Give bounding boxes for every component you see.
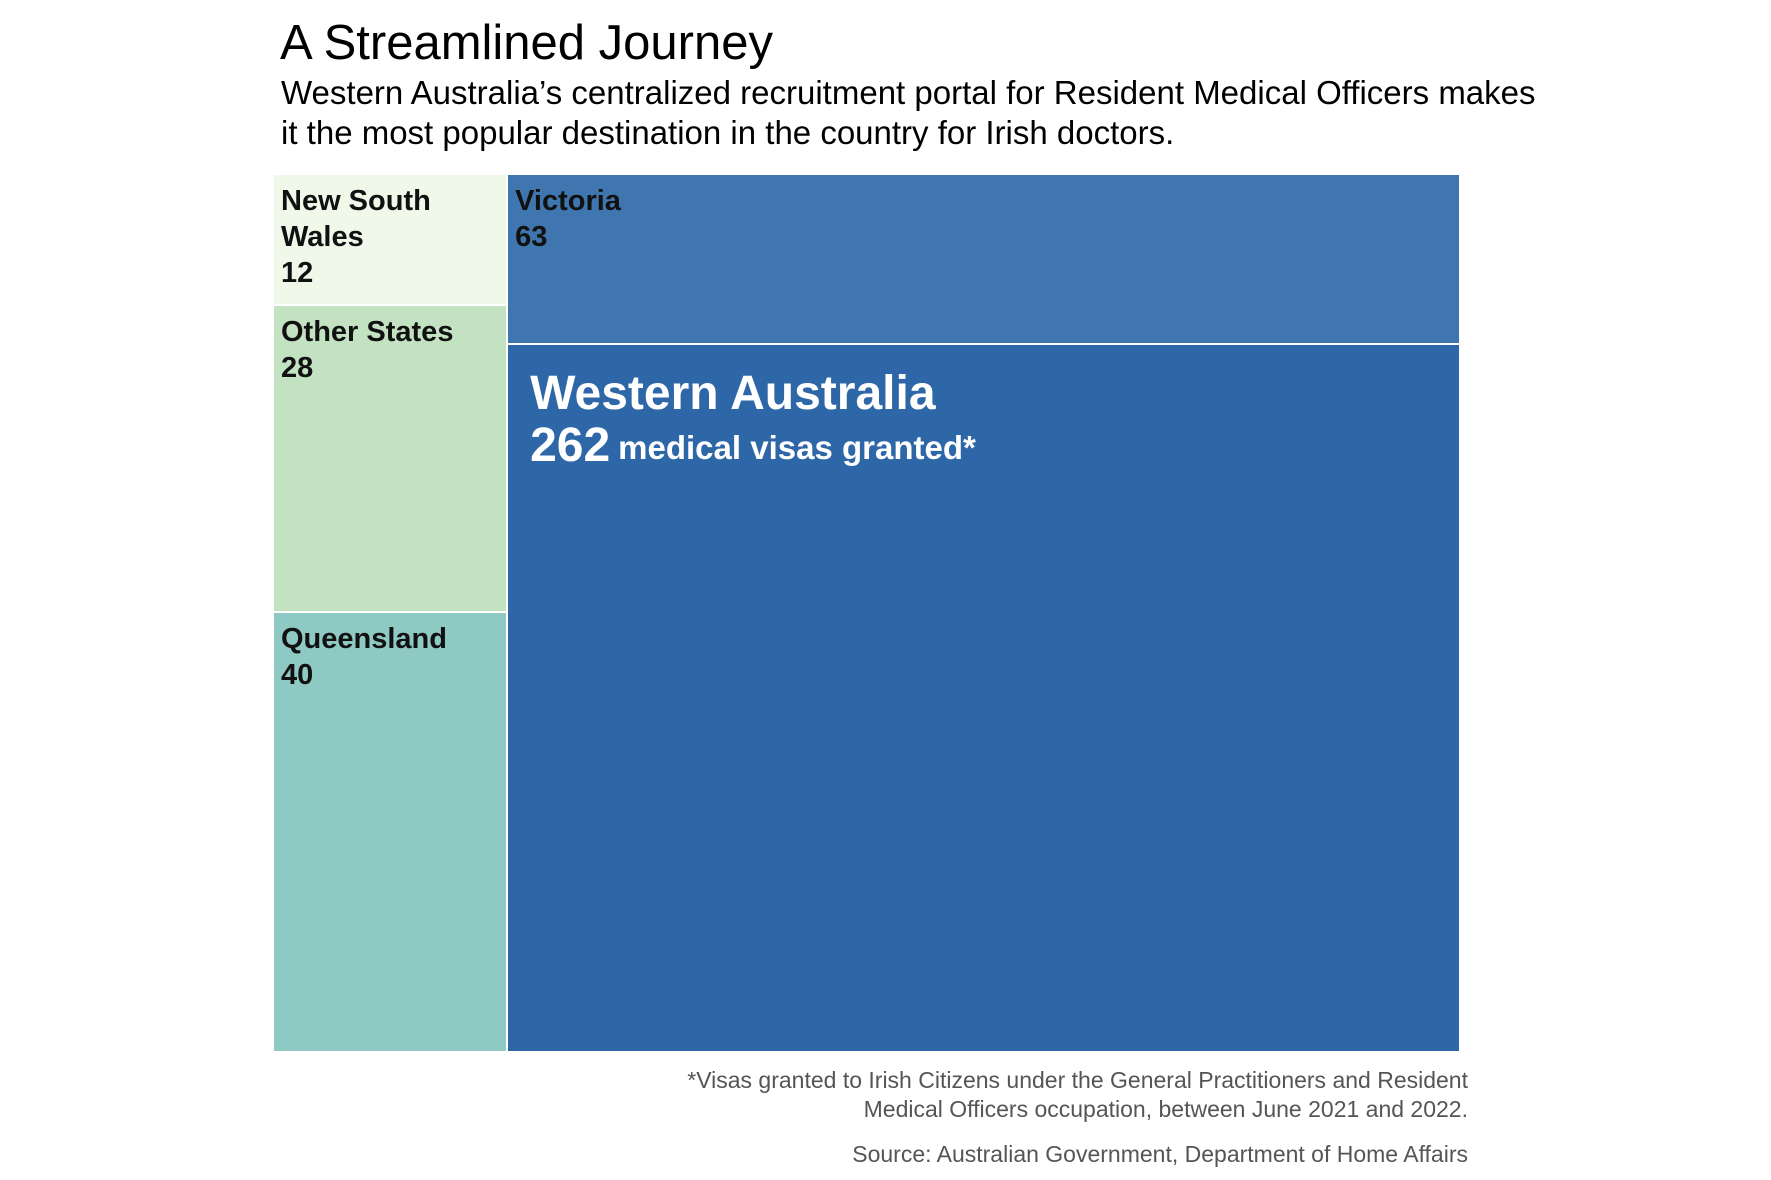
tile-value-unit-western-australia: medical visas granted* [618, 428, 976, 466]
tile-name-new-south-wales: New South Wales [281, 185, 431, 253]
tile-victoria: Victoria 63 [508, 175, 1459, 343]
tile-value-victoria: 63 [515, 221, 548, 253]
tile-label-western-australia: Western Australia 262 medical visas grant… [530, 367, 976, 473]
tile-name-victoria: Victoria [515, 185, 621, 217]
tile-value-number-western-australia: 262 [530, 418, 611, 472]
tile-value-queensland: 40 [281, 659, 314, 691]
tile-label-victoria: Victoria 63 [515, 183, 621, 255]
tile-other-states: Other States 28 [274, 306, 507, 611]
footnote: *Visas granted to Irish Citizens under t… [687, 1067, 1468, 1122]
tile-new-south-wales: New South Wales 12 [274, 175, 507, 305]
source-note: Source: Australian Government, Departmen… [852, 1141, 1468, 1167]
tile-label-new-south-wales: New South Wales 12 [281, 183, 461, 291]
tile-name-other-states: Other States [281, 316, 454, 349]
chart-subtitle: Western Australia’s centralized recruitm… [281, 74, 1536, 151]
tile-label-queensland: Queensland 40 [281, 621, 447, 693]
chart-title: A Streamlined Journey [280, 16, 773, 70]
tile-value-other-states: 28 [281, 352, 314, 385]
tile-name-western-australia: Western Australia [530, 366, 936, 420]
tile-western-australia: Western Australia 262 medical visas grant… [508, 344, 1459, 1051]
tile-value-new-south-wales: 12 [281, 257, 314, 289]
tile-label-other-states: Other States 28 [281, 314, 453, 386]
tile-name-queensland: Queensland [281, 623, 447, 655]
tile-queensland: Queensland 40 [274, 613, 507, 1051]
treemap-chart: New South Wales 12 Other States 28 Queen… [274, 175, 1459, 1051]
tile-value-western-australia: 262 medical visas granted* [530, 418, 976, 473]
